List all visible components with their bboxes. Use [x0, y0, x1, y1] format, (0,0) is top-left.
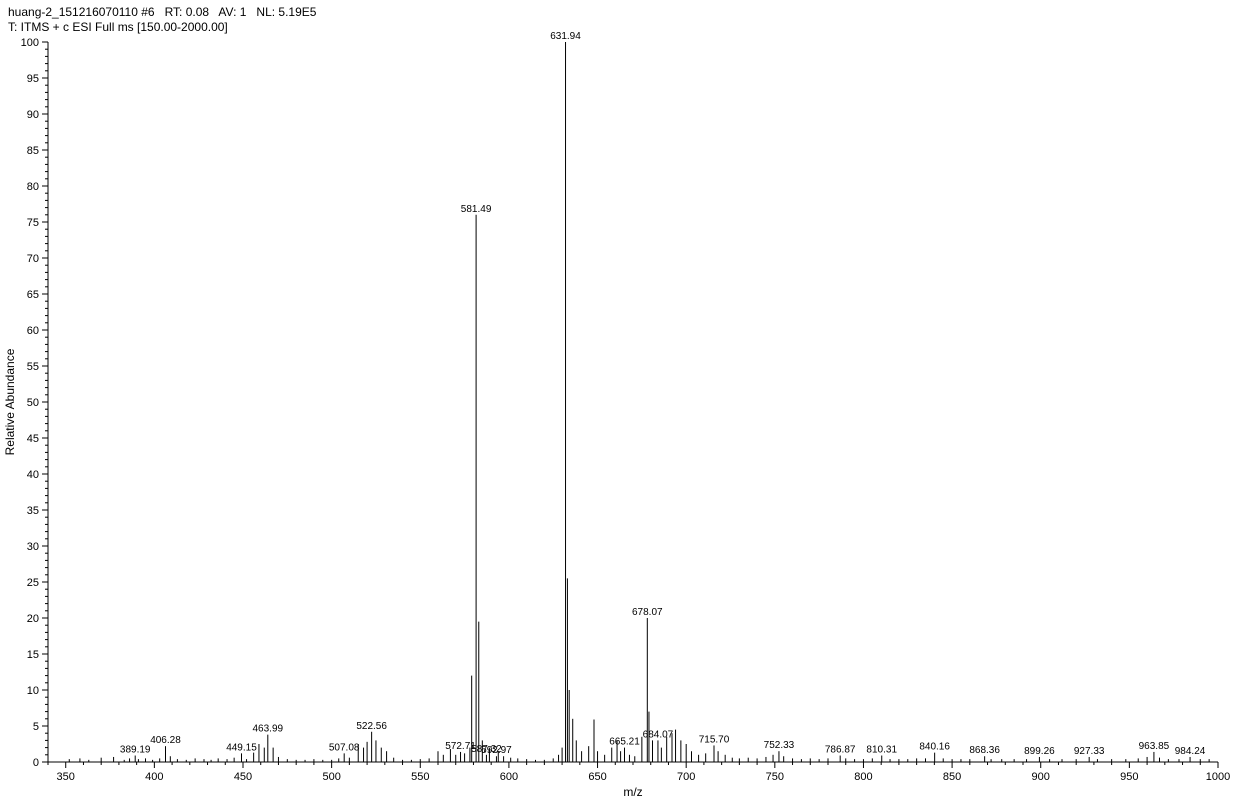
peak-label: 984.24	[1175, 746, 1206, 757]
y-tick-label: 35	[27, 505, 39, 517]
y-tick-label: 95	[27, 73, 39, 85]
y-tick-label: 60	[27, 325, 39, 337]
x-tick-label: 900	[1032, 771, 1050, 783]
x-tick-label: 450	[234, 771, 252, 783]
x-tick-label: 800	[854, 771, 872, 783]
peak-label: 592.97	[481, 745, 512, 756]
peak-label: 678.07	[632, 607, 663, 618]
peak-label: 840.16	[919, 742, 950, 753]
y-tick-label: 50	[27, 397, 39, 409]
peak-label: 868.36	[969, 745, 1000, 756]
x-tick-label: 1000	[1206, 771, 1230, 783]
y-tick-label: 25	[27, 577, 39, 589]
x-tick-label: 350	[57, 771, 75, 783]
peak-label: 449.15	[226, 742, 257, 753]
y-tick-label: 70	[27, 253, 39, 265]
peak-label: 786.87	[825, 745, 856, 756]
y-tick-label: 5	[33, 721, 39, 733]
x-tick-label: 550	[411, 771, 429, 783]
peak-label: 631.94	[550, 31, 581, 42]
x-tick-label: 700	[677, 771, 695, 783]
y-tick-label: 75	[27, 217, 39, 229]
peak-label: 899.26	[1024, 746, 1055, 757]
y-tick-label: 20	[27, 613, 39, 625]
y-tick-label: 40	[27, 469, 39, 481]
peak-label: 927.33	[1074, 746, 1105, 757]
y-tick-label: 85	[27, 145, 39, 157]
y-tick-label: 0	[33, 757, 39, 769]
peak-label: 581.49	[461, 204, 492, 215]
peak-label: 507.08	[329, 742, 360, 753]
x-tick-label: 600	[500, 771, 518, 783]
y-tick-label: 55	[27, 361, 39, 373]
y-tick-label: 90	[27, 109, 39, 121]
peak-label: 810.31	[866, 745, 897, 756]
y-tick-label: 10	[27, 685, 39, 697]
peak-label: 715.70	[699, 734, 730, 745]
y-tick-label: 45	[27, 433, 39, 445]
peak-label: 406.28	[150, 735, 181, 746]
peak-label: 463.99	[253, 724, 284, 735]
y-tick-label: 30	[27, 541, 39, 553]
x-tick-label: 850	[943, 771, 961, 783]
peak-label: 389.19	[120, 745, 151, 756]
x-tick-label: 650	[588, 771, 606, 783]
y-tick-label: 15	[27, 649, 39, 661]
y-tick-label: 80	[27, 181, 39, 193]
y-axis-label: Relative Abundance	[3, 348, 17, 455]
x-tick-label: 950	[1120, 771, 1138, 783]
spectrum-container: huang-2_151216070110 #6 RT: 0.08 AV: 1 N…	[0, 0, 1240, 804]
peak-label: 684.07	[643, 729, 674, 740]
peak-label: 752.33	[764, 740, 795, 751]
mass-spectrum-chart: 0 5 10 15 20 25 30 35 40 45 50 55 60 65 70 75 80 85 90 95 10…	[0, 0, 1240, 804]
peak-label: 963.85	[1139, 741, 1170, 752]
peak-label: 665.21	[609, 737, 640, 748]
x-tick-label: 500	[322, 771, 340, 783]
x-tick-label: 400	[145, 771, 163, 783]
peak-label: 522.56	[356, 721, 387, 732]
y-tick-label: 100	[21, 37, 39, 49]
x-tick-label: 750	[766, 771, 784, 783]
x-axis-label: m/z	[623, 785, 642, 799]
y-tick-label: 65	[27, 289, 39, 301]
